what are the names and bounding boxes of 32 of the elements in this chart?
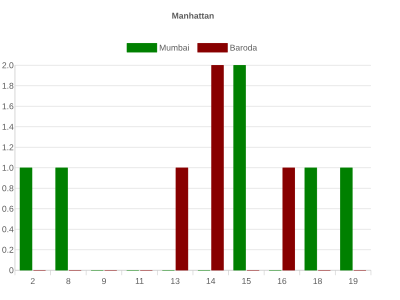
bar — [282, 168, 295, 270]
x-tick-label: 19 — [349, 278, 358, 284]
y-tick-label: 0.8 — [2, 185, 14, 192]
chart-title: Manhattan — [172, 12, 214, 19]
y-tick-label: 0.4 — [2, 226, 14, 232]
bar — [340, 168, 353, 270]
x-tick-label: 9 — [102, 278, 106, 284]
y-tick-label: 0.2 — [2, 246, 14, 253]
bar — [20, 168, 32, 270]
y-tick-label: 1.8 — [2, 82, 14, 89]
x-tick-label: 14 — [206, 278, 216, 284]
x-tick-label: 15 — [242, 278, 251, 284]
x-tick-label: 2 — [30, 278, 35, 284]
y-tick-label: 1.0 — [2, 164, 14, 171]
legend-label: Mumbai — [160, 44, 189, 51]
x-tick-label: 13 — [171, 278, 180, 284]
x-tick-label: 8 — [66, 278, 70, 284]
y-tick-label: 0.6 — [2, 206, 14, 212]
y-tick-label: 1.6 — [2, 103, 14, 110]
bar — [55, 168, 68, 270]
x-tick-label: 11 — [136, 278, 144, 284]
bar — [211, 65, 224, 270]
bar — [176, 168, 188, 270]
bar — [233, 65, 246, 270]
y-tick-label: 2.0 — [2, 62, 14, 68]
y-tick-label: 0 — [9, 267, 14, 274]
y-tick-label: 1.2 — [2, 144, 14, 150]
x-tick-label: 18 — [313, 278, 322, 284]
y-tick-label: 1.4 — [2, 124, 14, 130]
bar — [304, 168, 318, 270]
legend-label: Baroda — [230, 44, 258, 51]
x-tick-label: 16 — [278, 278, 286, 284]
